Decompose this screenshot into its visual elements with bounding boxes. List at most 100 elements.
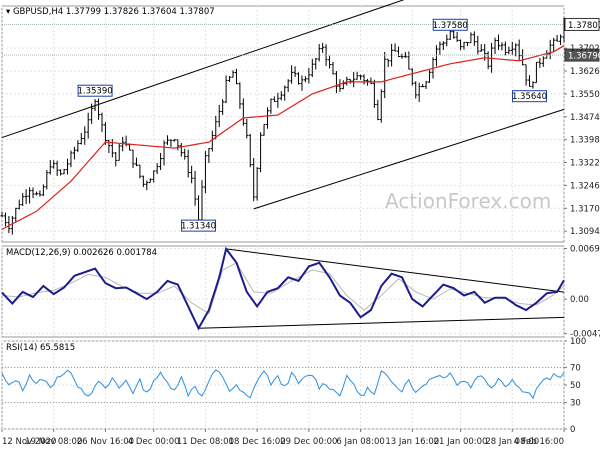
price-bar: [469, 32, 473, 44]
price-bar: [331, 61, 335, 75]
price-bar: [559, 34, 563, 46]
price-bar: [386, 58, 390, 68]
price-bar: [355, 71, 359, 80]
price-bar: [376, 99, 380, 121]
price-bar: [272, 96, 276, 102]
price-bar: [179, 142, 183, 157]
price-bar: [252, 157, 256, 202]
x-tick-label: 19 Nov 08:00: [25, 437, 82, 447]
price-bar: [541, 56, 545, 67]
price-bar: [459, 39, 463, 51]
price-bar: [114, 152, 118, 167]
price-bar: [259, 132, 263, 173]
price-bar: [334, 70, 338, 94]
price-bar: [269, 98, 273, 114]
price-bar: [34, 191, 38, 196]
y-tick-label-macd: 0.00: [570, 295, 589, 305]
annotation-label: 1.35390: [78, 87, 113, 97]
price-bar: [159, 152, 163, 171]
rsi-label: RSI(14) 65.5815: [6, 343, 75, 353]
price-bar: [359, 74, 363, 80]
y-tick-label-rsi: 50: [570, 381, 581, 391]
price-bar: [86, 112, 90, 139]
macd-line: [1, 246, 565, 331]
moving-average-line: [1, 45, 565, 230]
price-bar: [424, 80, 428, 90]
price-bar: [496, 34, 500, 51]
price-bar: [97, 98, 101, 120]
price-bar: [28, 187, 32, 204]
y-tick-label-price: 1.33220: [570, 159, 600, 169]
price-bar: [138, 164, 142, 179]
price-bar: [117, 144, 121, 161]
price-bar: [379, 89, 383, 123]
price-bar: [548, 39, 552, 60]
price-bar: [486, 51, 490, 70]
y-tick-label-price: 1.32460: [570, 181, 600, 191]
price-bar: [165, 135, 169, 145]
price-bar: [276, 92, 280, 108]
macd-triangle-upper: [226, 248, 565, 293]
price-bar: [476, 35, 480, 55]
price-bar: [55, 160, 59, 176]
price-bar: [290, 65, 294, 84]
price-bar: [300, 75, 304, 91]
price-bar: [176, 139, 180, 151]
price-bar: [328, 55, 332, 69]
price-bar: [338, 79, 342, 92]
x-tick-label: 4 Dec 00:00: [128, 437, 180, 447]
rsi-line: [1, 369, 565, 400]
y-tick-label-rsi: 100: [570, 337, 586, 347]
price-bar: [297, 72, 301, 85]
panel-frame-macd: [1, 245, 565, 338]
price-bar: [262, 124, 266, 136]
price-bars: [0, 17, 566, 235]
price-bar: [62, 168, 66, 175]
header-high: 1.37826: [104, 7, 139, 17]
header-low: 1.37604: [142, 7, 177, 17]
x-tick-label: 12 Nov 2020: [2, 437, 56, 447]
y-tick-label-macd: -0.004736: [570, 330, 600, 340]
price-bar: [362, 74, 366, 85]
y-tick-label-price: 1.37020: [570, 44, 600, 54]
price-bar: [217, 104, 221, 128]
y-tick-label-price: 1.35500: [570, 90, 600, 100]
price-bar: [279, 91, 283, 101]
annotation-box: [512, 90, 548, 103]
price-bar: [193, 170, 197, 206]
header-close: 1.37807: [179, 7, 214, 17]
price-bar: [500, 42, 504, 51]
price-bar: [314, 58, 318, 70]
channel-lower-line: [253, 108, 565, 210]
price-bar: [445, 34, 449, 47]
chart-marks: [0, 0, 600, 404]
channel-upper-line: [1, 0, 405, 139]
x-tick-label: 28 Jan 08:00: [485, 437, 539, 447]
x-tick-label: 18 Dec 16:00: [229, 437, 286, 447]
price-bar: [407, 51, 411, 70]
price-bar: [417, 82, 421, 102]
x-tick-label: 29 Dec 00:00: [280, 437, 337, 447]
price-bar: [76, 140, 80, 153]
price-bar: [524, 64, 528, 86]
price-bar: [38, 190, 42, 197]
price-bar: [310, 58, 314, 77]
price-bar: [93, 99, 97, 112]
price-bar: [438, 41, 442, 55]
price-bar: [321, 43, 325, 53]
price-bar: [231, 70, 235, 78]
price-bar: [428, 69, 432, 83]
price-bar: [414, 81, 418, 99]
price-bar: [131, 149, 135, 168]
price-bar: [255, 167, 259, 201]
price-bar: [79, 132, 83, 145]
price-bar: [531, 81, 535, 89]
price-bar: [183, 148, 187, 160]
panel-frames: [1, 5, 565, 430]
annotation-label: 1.35640: [512, 92, 547, 102]
y-tick-label-price: 1.34740: [570, 113, 600, 123]
price-bar: [134, 157, 138, 167]
price-bar: [307, 67, 311, 84]
header-sep: ,: [49, 7, 52, 17]
